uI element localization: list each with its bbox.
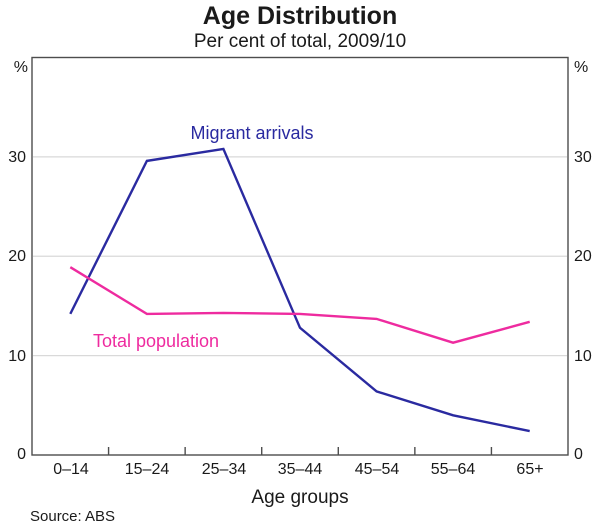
x-tick-label-55-64: 55–64 xyxy=(430,461,476,478)
series-label-total-population: Total population xyxy=(93,331,219,351)
source-note: Source: ABS xyxy=(30,508,116,525)
y-axis-unit-left: % xyxy=(13,59,28,76)
y-tick-label-left-30: 30 xyxy=(8,149,26,166)
x-tick-label-45-54: 45–54 xyxy=(354,461,400,478)
series-label-migrant-arrivals: Migrant arrivals xyxy=(190,123,313,143)
x-tick-label-25-34: 25–34 xyxy=(201,461,247,478)
x-tick-label-15-24: 15–24 xyxy=(124,461,170,478)
series-line-migrant-arrivals xyxy=(69,147,530,433)
y-tick-label-right-20: 20 xyxy=(574,248,592,265)
y-tick-label-right-30: 30 xyxy=(574,149,592,166)
y-tick-label-right-10: 10 xyxy=(574,348,592,365)
x-tick-label-35-44: 35–44 xyxy=(277,461,323,478)
y-tick-label-left-0: 0 xyxy=(17,446,26,463)
chart-title: Age Distribution xyxy=(202,2,398,30)
x-tick-label-65plus: 65+ xyxy=(516,461,544,478)
y-axis-unit-right: % xyxy=(574,59,589,76)
series-line-total-population xyxy=(69,266,531,344)
y-tick-label-right-0: 0 xyxy=(574,446,583,463)
x-axis-title: Age groups xyxy=(251,487,349,508)
y-tick-label-left-10: 10 xyxy=(8,348,26,365)
chart-subtitle: Per cent of total, 2009/10 xyxy=(193,31,407,52)
x-tick-label-0-14: 0–14 xyxy=(53,461,89,478)
plot-border xyxy=(31,56,569,456)
y-tick-label-left-20: 20 xyxy=(8,248,26,265)
